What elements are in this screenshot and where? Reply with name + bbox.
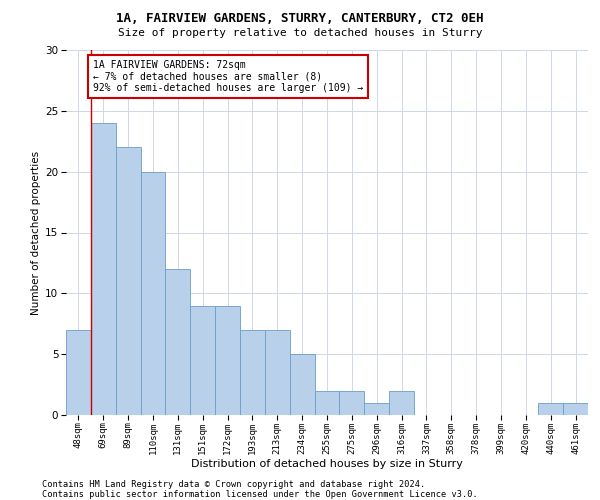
Bar	[140, 172, 166, 415]
Bar	[166, 269, 190, 415]
Bar	[290, 354, 314, 415]
Bar	[265, 330, 290, 415]
Text: Contains public sector information licensed under the Open Government Licence v3: Contains public sector information licen…	[42, 490, 478, 499]
Bar	[91, 123, 116, 415]
Bar	[190, 306, 215, 415]
Bar	[340, 390, 364, 415]
Bar	[66, 330, 91, 415]
Bar	[215, 306, 240, 415]
Bar	[563, 403, 588, 415]
Bar	[538, 403, 563, 415]
Y-axis label: Number of detached properties: Number of detached properties	[31, 150, 41, 314]
X-axis label: Distribution of detached houses by size in Sturry: Distribution of detached houses by size …	[191, 459, 463, 469]
Bar	[389, 390, 414, 415]
Bar	[116, 148, 140, 415]
Bar	[240, 330, 265, 415]
Bar	[314, 390, 340, 415]
Text: Size of property relative to detached houses in Sturry: Size of property relative to detached ho…	[118, 28, 482, 38]
Text: Contains HM Land Registry data © Crown copyright and database right 2024.: Contains HM Land Registry data © Crown c…	[42, 480, 425, 489]
Text: 1A FAIRVIEW GARDENS: 72sqm
← 7% of detached houses are smaller (8)
92% of semi-d: 1A FAIRVIEW GARDENS: 72sqm ← 7% of detac…	[94, 60, 364, 93]
Bar	[364, 403, 389, 415]
Text: 1A, FAIRVIEW GARDENS, STURRY, CANTERBURY, CT2 0EH: 1A, FAIRVIEW GARDENS, STURRY, CANTERBURY…	[116, 12, 484, 26]
